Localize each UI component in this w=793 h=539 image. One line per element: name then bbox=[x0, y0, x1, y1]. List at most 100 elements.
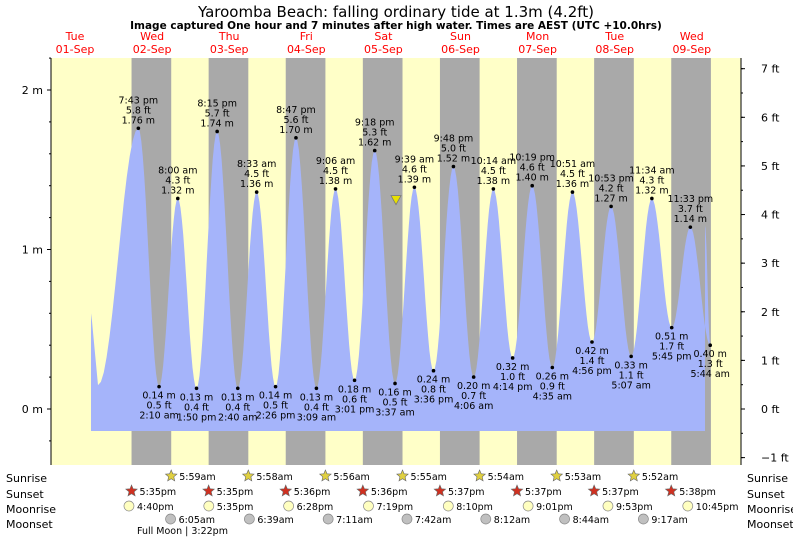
moonrise-icon bbox=[123, 500, 135, 512]
high-tide-ft: 4.3 ft bbox=[165, 175, 190, 186]
chart-subtitle: Image captured One hour and 7 minutes af… bbox=[130, 20, 662, 32]
moonrise-icon bbox=[283, 500, 294, 512]
sunrise-time: 5:52am bbox=[642, 472, 678, 483]
low-tide-ft: 1.4 ft bbox=[579, 356, 604, 367]
moonrise-icon bbox=[442, 500, 454, 512]
moonset-icon bbox=[244, 513, 255, 525]
high-tide-point bbox=[412, 185, 417, 190]
sunset-icon bbox=[664, 484, 678, 497]
sunrise-time: 5:56am bbox=[333, 472, 369, 483]
high-tide-ft: 4.5 ft bbox=[481, 166, 506, 177]
sunset-time: 5:36pm bbox=[294, 487, 331, 498]
moonrise-icon bbox=[522, 500, 534, 512]
sunset-row-label-left: Sunset bbox=[6, 488, 44, 501]
low-tide-point bbox=[235, 386, 240, 391]
moonset-time: 8:12am bbox=[494, 515, 530, 526]
sunrise-row-label-right: Sunrise bbox=[747, 472, 788, 485]
moonset-icon bbox=[165, 513, 176, 525]
moonrise-time: 5:35pm bbox=[217, 502, 254, 513]
high-tide-point bbox=[650, 196, 654, 201]
high-tide-m: 1.36 m bbox=[240, 179, 273, 190]
low-tide-ft: 0.5 ft bbox=[383, 397, 408, 408]
low-tide-point bbox=[393, 381, 397, 386]
high-tide-m: 1.32 m bbox=[635, 185, 668, 196]
high-tide-time: 9:39 am bbox=[395, 154, 434, 165]
low-tide-time: 3:36 pm bbox=[414, 395, 454, 406]
day-date: 09-Sep bbox=[672, 43, 711, 56]
low-tide-time: 2:10 am bbox=[139, 411, 178, 422]
now-marker bbox=[390, 195, 402, 206]
day-name: Sun bbox=[450, 30, 471, 43]
sunrise-time: 5:53am bbox=[565, 472, 601, 483]
moonrise-icon bbox=[203, 500, 215, 512]
high-tide-point bbox=[372, 148, 377, 153]
day-name: Wed bbox=[140, 30, 164, 43]
axes: 0 m 1 m 2 m −1 ft 0 ft 1 ft 2 ft 3 ft 4 ft 5 ft 6 … bbox=[22, 57, 789, 465]
low-tide-point bbox=[550, 365, 555, 370]
low-tide-m: 0.16 m bbox=[378, 387, 411, 398]
day-date: 07-Sep bbox=[518, 43, 557, 56]
high-tide-m: 1.32 m bbox=[161, 185, 194, 196]
sunrise-row-label-left: Sunrise bbox=[6, 472, 47, 485]
high-tide-time: 8:33 am bbox=[237, 159, 276, 170]
high-tide-m: 1.62 m bbox=[358, 138, 391, 149]
low-tide-ft: 1.7 ft bbox=[659, 342, 684, 353]
high-tide-time: 9:18 pm bbox=[355, 118, 395, 129]
low-tide-time: 2:40 am bbox=[218, 412, 257, 423]
high-tide-point bbox=[136, 126, 141, 131]
low-tide-time: 5:44 am bbox=[690, 369, 729, 380]
high-tide-point bbox=[176, 196, 180, 201]
low-tide-m: 0.51 m bbox=[655, 332, 688, 343]
low-tide-m: 0.13 m bbox=[300, 392, 333, 403]
high-tide-point bbox=[530, 183, 535, 188]
low-tide-time: 5:07 am bbox=[611, 380, 650, 391]
sunrise-icon bbox=[241, 469, 255, 482]
moonrise-time: 4:40pm bbox=[137, 502, 174, 513]
moonset-time: 7:11am bbox=[336, 515, 372, 526]
sunrise-time: 5:55am bbox=[411, 472, 447, 483]
low-tide-time: 5:45 pm bbox=[652, 352, 692, 363]
high-tide-ft: 5.3 ft bbox=[362, 128, 387, 139]
sunrise-icon bbox=[318, 469, 332, 482]
sunrise-icon bbox=[550, 469, 564, 482]
high-tide-point bbox=[333, 187, 338, 191]
day-name: Wed bbox=[680, 30, 704, 43]
high-tide-time: 10:14 am bbox=[471, 156, 516, 167]
extreme-labels: 7:43 pm5.8 ft1.76 m0.14 m0.5 ft2:10 am8:… bbox=[119, 95, 730, 423]
right-tick-label: 6 ft bbox=[761, 111, 780, 124]
right-tick-label: 3 ft bbox=[761, 257, 780, 270]
day-date: 01-Sep bbox=[56, 43, 95, 56]
moonset-time: 9:17am bbox=[651, 515, 687, 526]
tide-fill bbox=[91, 128, 711, 432]
right-tick-label: 7 ft bbox=[761, 63, 780, 76]
low-tide-point bbox=[669, 325, 674, 330]
high-tide-m: 1.70 m bbox=[279, 125, 312, 136]
sunset-time: 5:38pm bbox=[679, 487, 716, 498]
high-tide-point bbox=[451, 164, 456, 169]
high-tide-m: 1.38 m bbox=[477, 176, 510, 187]
high-tide-m: 1.36 m bbox=[556, 179, 589, 190]
low-tide-time: 3:09 am bbox=[297, 412, 336, 423]
high-tide-ft: 5.7 ft bbox=[205, 108, 230, 119]
high-tide-time: 11:33 pm bbox=[668, 194, 714, 205]
low-tide-ft: 1.0 ft bbox=[500, 372, 525, 383]
sunrise-time: 5:59am bbox=[179, 472, 215, 483]
high-tide-ft: 4.5 ft bbox=[244, 169, 269, 180]
high-tide-ft: 3.7 ft bbox=[678, 204, 703, 215]
high-tide-time: 8:47 pm bbox=[276, 105, 316, 116]
right-tick-label: 4 ft bbox=[761, 209, 780, 222]
moon-phase-label: Full Moon | 3:22pm bbox=[137, 526, 228, 537]
high-tide-ft: 4.5 ft bbox=[560, 169, 585, 180]
right-tick-label: 5 ft bbox=[761, 160, 780, 173]
low-tide-ft: 0.5 ft bbox=[147, 401, 172, 412]
sunset-time: 5:35pm bbox=[140, 487, 177, 498]
high-tide-ft: 4.3 ft bbox=[639, 175, 664, 186]
low-tide-ft: 0.4 ft bbox=[184, 402, 209, 413]
day-date: 06-Sep bbox=[441, 43, 480, 56]
low-tide-ft: 0.5 ft bbox=[263, 401, 288, 412]
low-tide-point bbox=[590, 340, 594, 344]
sunset-icon bbox=[202, 484, 216, 497]
high-tide-m: 1.74 m bbox=[200, 118, 233, 129]
low-tide-m: 0.26 m bbox=[536, 372, 569, 383]
high-tide-ft: 5.8 ft bbox=[126, 105, 151, 116]
